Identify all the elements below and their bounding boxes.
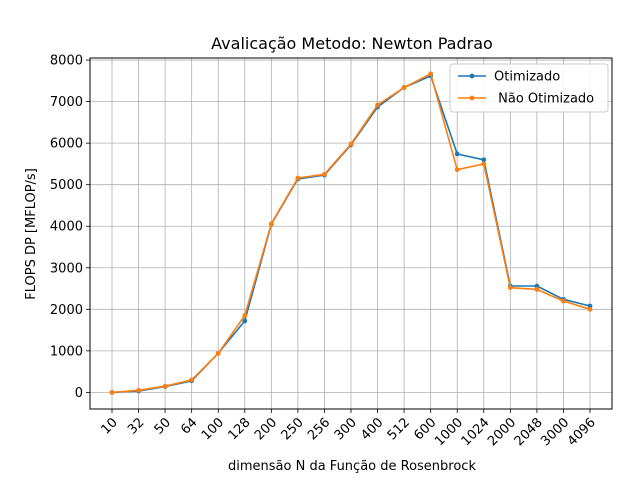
x-tick-label: 200	[252, 415, 280, 443]
data-point	[534, 283, 540, 289]
data-point	[242, 318, 248, 324]
legend-label: Otimizado	[494, 70, 560, 85]
x-tick-label: 2000	[485, 415, 519, 449]
y-tick-label: 7000	[50, 95, 83, 110]
data-point	[242, 313, 248, 318]
y-tick-label: 0	[75, 386, 83, 401]
data-point	[587, 303, 593, 309]
legend-item: Otimizado	[458, 70, 560, 85]
series-layer	[109, 71, 593, 395]
y-tick-label: 5000	[50, 178, 83, 193]
y-axis: 0 1000 2000 3000 4000 5000 6000 7000 8000	[50, 54, 90, 401]
x-axis-label: dimensão N da Função de Rosenbrock	[228, 459, 476, 474]
legend-box	[449, 63, 609, 113]
x-tick-label: 300	[332, 415, 360, 443]
series-2	[109, 71, 593, 395]
x-tick-label: 3000	[538, 415, 572, 449]
data-point	[268, 221, 274, 227]
data-point	[534, 286, 540, 292]
data-point	[375, 102, 380, 108]
x-tick-label: 100	[199, 415, 227, 443]
x-tick-label: 128	[225, 415, 253, 443]
data-point	[507, 285, 513, 291]
x-tick-label: 1024	[459, 415, 493, 449]
legend: Otimizado Não Otimizado	[449, 63, 609, 113]
y-tick-label: 6000	[50, 137, 83, 152]
data-point	[454, 151, 460, 157]
y-tick-label: 1000	[50, 344, 83, 359]
data-point	[587, 306, 593, 312]
data-point	[295, 175, 301, 181]
data-point	[162, 383, 168, 389]
data-point	[322, 171, 327, 177]
legend-marker	[469, 73, 475, 79]
x-tick-label: 50	[152, 415, 174, 437]
y-tick-label: 3000	[50, 261, 83, 276]
x-axis: 10 32 50 6410012820025025630040051260010001…	[99, 409, 599, 449]
data-point	[454, 167, 460, 173]
data-point	[136, 387, 141, 393]
x-tick-label: 2048	[512, 415, 546, 449]
x-tick-label: 250	[279, 415, 307, 443]
data-point	[109, 389, 115, 395]
y-axis-label: FLOPS DP [MFLOP/s]	[24, 168, 39, 300]
legend-label: Não Otimizado	[494, 92, 594, 107]
data-point	[189, 377, 195, 383]
x-tick-label: 512	[385, 415, 413, 443]
y-tick-label: 4000	[50, 220, 83, 235]
x-tick-label: 64	[178, 415, 200, 437]
x-tick-label: 32	[125, 415, 147, 437]
x-tick-label: 1000	[432, 415, 466, 449]
x-tick-label: 400	[358, 415, 386, 443]
data-point	[401, 85, 407, 90]
data-point	[481, 161, 487, 167]
x-tick-label: 10	[99, 415, 121, 437]
data-point	[561, 298, 566, 304]
x-tick-label: 4096	[565, 415, 599, 449]
data-point	[481, 157, 487, 163]
data-point	[215, 350, 221, 356]
x-tick-label: 256	[305, 415, 333, 443]
data-point	[428, 71, 434, 77]
legend-item: Não Otimizado	[458, 92, 594, 107]
grid	[90, 58, 612, 409]
chart-title: Avalicação Metodo: Newton Padrao	[211, 34, 493, 53]
legend-marker	[469, 95, 475, 101]
data-point	[348, 141, 354, 147]
y-tick-label: 8000	[50, 54, 83, 69]
y-tick-label: 2000	[50, 303, 83, 318]
